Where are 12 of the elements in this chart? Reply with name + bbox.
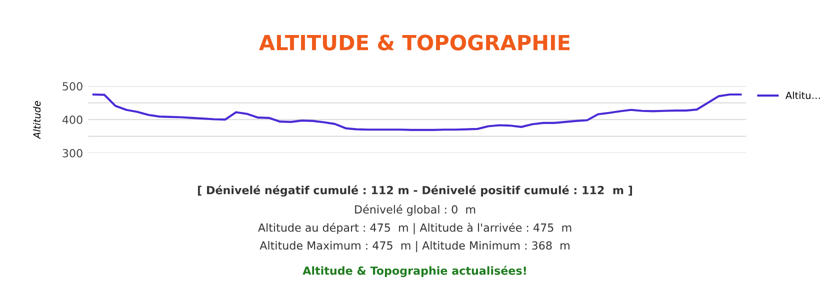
legend-label: Altitu… (786, 92, 820, 100)
text: [ Dénivelé négatif cumulé : 112 m - Dénivelé positif cumulé : 112 m ] (198, 185, 632, 197)
text: Altitude Maximum : 475 m | Altitude Minimum : 368 m (260, 241, 570, 252)
text: Altitude & Topographie actualisées! (302, 266, 526, 278)
chart-title: ALTITUDE & TOPOGRAPHIE (259, 34, 570, 50)
y-tick-label: 500 (62, 82, 82, 91)
line-series (92, 93, 742, 131)
y-tick-label: 300 (62, 149, 82, 158)
y-tick-label: 400 (62, 116, 82, 124)
text: Dénivelé global : 0 m (355, 204, 476, 216)
text: Altitude au départ : 475 m | Altitude à l'arrivée : 475 m (258, 222, 572, 234)
y-axis-title: Altitude (33, 101, 41, 140)
